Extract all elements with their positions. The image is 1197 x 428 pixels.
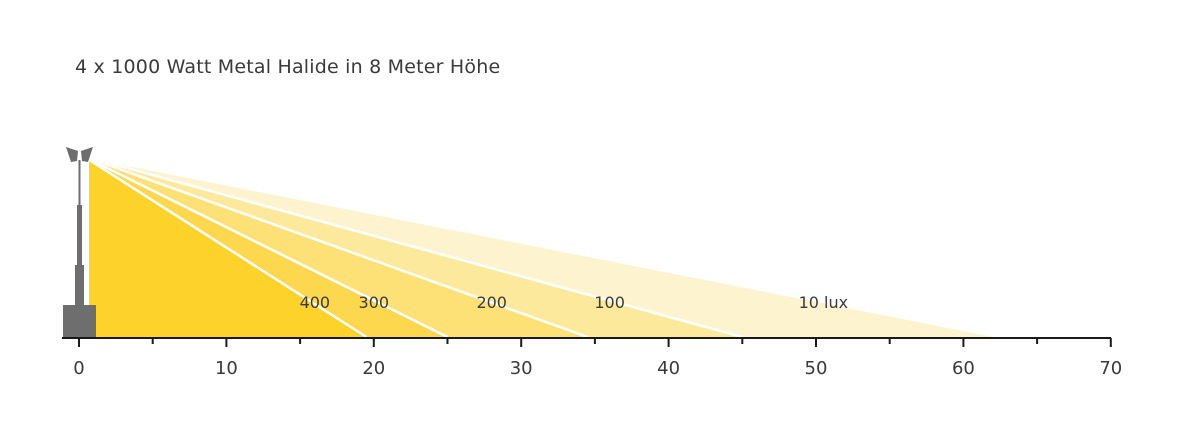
tick-label-40: 40: [657, 358, 680, 379]
diagram-title: 4 x 1000 Watt Metal Halide in 8 Meter Hö…: [75, 56, 501, 78]
mast-pole-top: [78, 160, 81, 205]
zone-label-100: 100: [594, 293, 625, 312]
tick-label-30: 30: [510, 358, 533, 379]
zone-labels: 10 lux 100 200 300 400: [300, 293, 849, 312]
zone-label-300: 300: [359, 293, 390, 312]
zone-boundary-100: [82, 154, 743, 339]
illuminance-zones: [82, 154, 1001, 339]
zone-boundary-300: [82, 154, 449, 339]
zone-label-200: 200: [476, 293, 507, 312]
zone-boundary-10: [82, 154, 1001, 339]
tick-label-70: 70: [1099, 358, 1122, 379]
mast-base: [63, 305, 96, 338]
zone-boundary-400: [82, 154, 368, 339]
light-mast: [63, 147, 96, 338]
mast-upper-section: [77, 205, 82, 265]
tick-label-60: 60: [952, 358, 975, 379]
tick-label-0: 0: [73, 358, 84, 379]
tick-label-10: 10: [215, 358, 238, 379]
tick-label-20: 20: [362, 358, 385, 379]
zone-label-10: 10 lux: [799, 293, 849, 312]
floodlight-right: [81, 147, 93, 162]
distance-axis: 0 10 20 30 40 50 60 70: [62, 337, 1122, 379]
tick-label-50: 50: [805, 358, 828, 379]
zone-label-400: 400: [300, 293, 331, 312]
zone-boundary-200: [82, 154, 588, 339]
mast-lower-section: [75, 265, 84, 305]
floodlight-left: [66, 147, 78, 162]
